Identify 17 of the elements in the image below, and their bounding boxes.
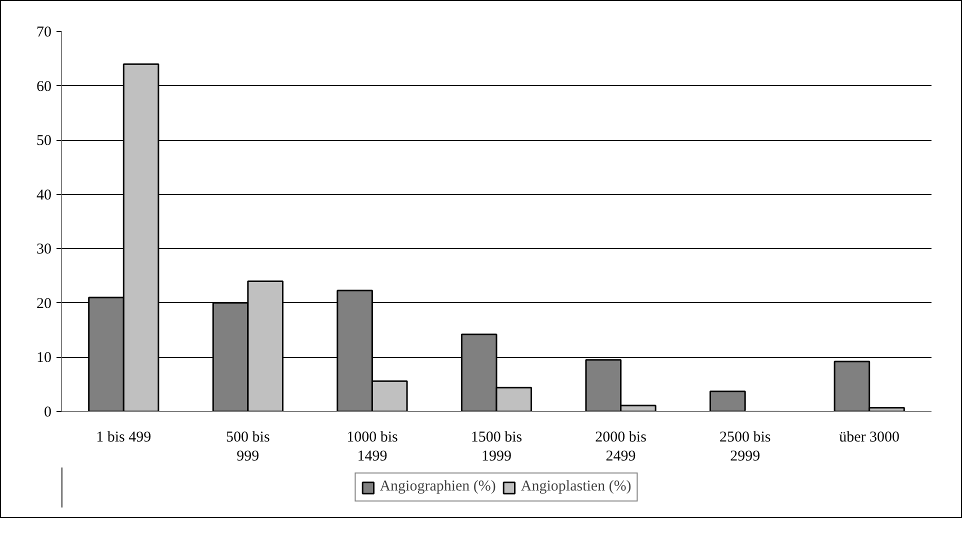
y-tick-label: 20 bbox=[36, 296, 52, 312]
x-tick-label: 2500 bis 2999 bbox=[719, 430, 771, 465]
x-tick-label: 2000 bis 2499 bbox=[595, 430, 647, 465]
y-tick-label: 50 bbox=[36, 133, 52, 150]
x-tick-label: über 3000 bbox=[839, 430, 900, 446]
x-tick-label: 1 bis 499 bbox=[96, 430, 152, 446]
x-tick-label: 1500 bis 1999 bbox=[470, 430, 522, 465]
y-tick-label: 0 bbox=[44, 404, 52, 420]
y-tick-label: 60 bbox=[36, 78, 52, 95]
y-tick-label: 70 bbox=[36, 24, 52, 40]
legend-label: Angioplastien (%) bbox=[520, 478, 632, 496]
y-tick-label: 10 bbox=[36, 350, 52, 366]
x-tick-label: 1000 bis 1499 bbox=[346, 430, 398, 465]
x-tick-label: 500 bis 999 bbox=[226, 430, 270, 465]
y-tick-label: 40 bbox=[36, 187, 52, 204]
y-tick-label: 30 bbox=[36, 242, 52, 258]
legend-label: Angiographien (%) bbox=[380, 478, 496, 496]
